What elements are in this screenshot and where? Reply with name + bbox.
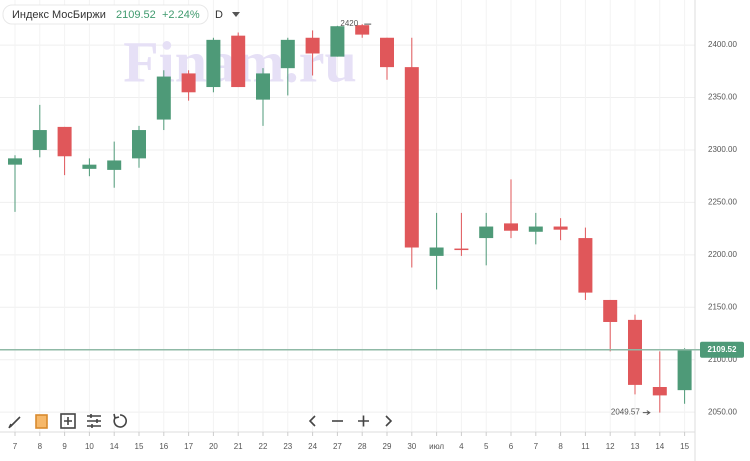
y-tick-label: 2150.00: [708, 302, 737, 311]
candle-body: [132, 130, 146, 159]
x-tick-label: 30: [407, 442, 416, 451]
x-tick-label: 13: [631, 442, 640, 451]
x-tick-label: 27: [333, 442, 342, 451]
x-tick-label: 28: [358, 442, 367, 451]
candle-body: [305, 37, 320, 54]
add-plus: [64, 417, 72, 425]
y-tick-label: 2250.00: [708, 198, 737, 207]
zoom-in[interactable]: [358, 415, 369, 427]
candle-body: [677, 349, 692, 391]
add-tool[interactable]: [60, 413, 76, 429]
x-tick-label: 14: [655, 442, 664, 451]
y-tick-label: 2300.00: [708, 145, 737, 154]
candle-body: [355, 25, 370, 35]
candle-body: [429, 247, 444, 256]
x-tick-label: 4: [459, 442, 464, 451]
x-tick-label: 5: [484, 442, 489, 451]
x-tick-label: 17: [184, 442, 193, 451]
candle-body: [330, 26, 345, 57]
candle-body: [231, 35, 246, 88]
candle-body: [8, 158, 22, 165]
x-tick-label: 16: [159, 442, 168, 451]
interval[interactable]: D: [215, 9, 223, 21]
candle-body: [107, 160, 122, 170]
header-pill: [2, 4, 209, 25]
x-tick-label: 22: [259, 442, 268, 451]
low-arrow: [642, 410, 651, 416]
x-tick-label: 20: [209, 442, 218, 451]
candle-body: [578, 238, 593, 293]
candle-body: [57, 126, 72, 157]
candle-body: [280, 39, 295, 69]
plot: [8, 24, 692, 413]
candle-body: [181, 73, 196, 93]
interval-dropdown[interactable]: [232, 12, 240, 17]
x-tick-label: 11: [581, 442, 590, 451]
candle-body: [156, 76, 171, 120]
x-tick-label: 29: [383, 442, 392, 451]
indicator-tool[interactable]: [35, 414, 48, 429]
y-tick-label: 2200.00: [708, 250, 737, 259]
x-tick-label: 10: [85, 442, 94, 451]
last-price: 2109.52: [116, 9, 156, 21]
candle-body: [528, 226, 543, 232]
x-tick-label: 8: [558, 442, 563, 451]
candle-body: [504, 223, 518, 231]
x-tick-label: июл: [429, 442, 444, 451]
instrument-title: Индекс МосБиржи: [12, 9, 106, 21]
x-tick-label: 23: [283, 442, 292, 451]
candle-body: [256, 73, 270, 100]
candle-body: [404, 67, 419, 248]
x-tick-label: 21: [234, 442, 243, 451]
x-tick-label: 7: [534, 442, 539, 451]
candle-body: [32, 130, 47, 150]
x-tick-label: 8: [38, 442, 43, 451]
x-tick-label: 9: [62, 442, 67, 451]
settings-tool[interactable]: [87, 414, 101, 428]
reset-tool[interactable]: [113, 413, 127, 428]
toolbar: [8, 413, 393, 429]
candle-body: [380, 37, 394, 68]
y-tick-label: 2050.00: [708, 407, 737, 416]
price-label-box: [700, 341, 744, 358]
x-tick-label: 15: [680, 442, 689, 451]
candle-body: [553, 226, 568, 230]
high-annotation: 2420: [340, 19, 358, 28]
y-tick-label: 2350.00: [708, 93, 737, 102]
candle-body: [454, 248, 469, 251]
draw-tool[interactable]: [8, 416, 21, 429]
price-label: 2109.52: [708, 345, 737, 354]
candle-body: [206, 39, 221, 88]
change: +2.24%: [162, 9, 200, 21]
candle-body: [603, 299, 618, 322]
low-annotation: 2049.57: [611, 408, 640, 417]
scroll-left[interactable]: [308, 415, 316, 427]
candle-body: [479, 226, 494, 239]
x-tick-label: 14: [110, 442, 119, 451]
scroll-right[interactable]: [385, 415, 393, 427]
x-tick-label: 7: [13, 442, 18, 451]
candle-body: [652, 387, 667, 396]
x-tick-label: 15: [135, 442, 144, 451]
y-tick-label: 2400.00: [708, 40, 737, 49]
x-tick-label: 12: [606, 442, 615, 451]
candle-body: [82, 164, 97, 169]
candle-body: [628, 319, 642, 385]
x-tick-label: 6: [509, 442, 514, 451]
x-tick-label: 24: [308, 442, 317, 451]
y-tick-label: 2100.00: [708, 355, 737, 364]
